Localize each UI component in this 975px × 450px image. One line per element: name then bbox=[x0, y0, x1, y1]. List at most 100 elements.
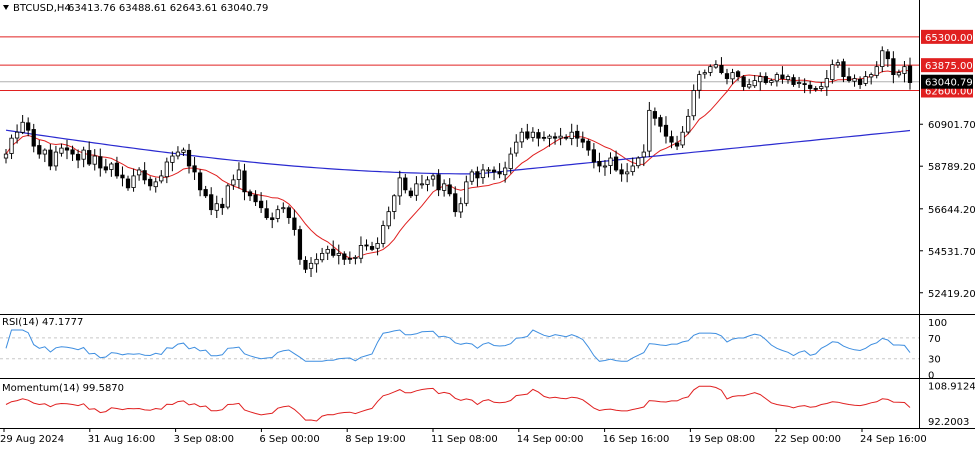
candle bbox=[436, 169, 441, 197]
candle-body bbox=[647, 109, 652, 152]
candle-body bbox=[869, 74, 874, 78]
symbol-label: BTCUSD,H4 bbox=[13, 3, 71, 14]
candle bbox=[209, 187, 214, 216]
candle-body bbox=[320, 252, 325, 261]
candle-body bbox=[70, 149, 75, 155]
candle bbox=[192, 156, 197, 180]
time-tick-label: 22 Sep 00:00 bbox=[774, 434, 841, 445]
candle bbox=[331, 240, 336, 258]
candle-body bbox=[286, 207, 291, 219]
candle bbox=[547, 134, 552, 147]
candle-body bbox=[369, 246, 375, 250]
candle bbox=[75, 149, 81, 169]
candle-body bbox=[835, 62, 841, 66]
candle bbox=[780, 66, 785, 84]
candle-body bbox=[170, 155, 175, 163]
candle bbox=[774, 72, 780, 87]
candle-body bbox=[3, 153, 9, 159]
candle-body bbox=[364, 244, 369, 247]
time-tick-label: 24 Sep 16:00 bbox=[860, 434, 927, 445]
candle bbox=[281, 202, 286, 213]
candle bbox=[170, 151, 175, 172]
candle-body bbox=[148, 178, 153, 187]
candle-body bbox=[857, 78, 863, 85]
candle-body bbox=[87, 150, 92, 165]
candle-body bbox=[824, 78, 829, 88]
candle-body bbox=[902, 66, 907, 74]
candle bbox=[109, 162, 114, 177]
candle bbox=[564, 134, 569, 141]
candle-body bbox=[619, 169, 624, 175]
candle bbox=[98, 148, 103, 177]
candle-body bbox=[408, 190, 413, 197]
candle-body bbox=[142, 170, 147, 181]
candle bbox=[808, 81, 813, 94]
time-tick-label: 14 Sep 00:00 bbox=[517, 434, 584, 445]
candle-body bbox=[602, 165, 608, 168]
candle-body bbox=[508, 153, 513, 169]
candle-body bbox=[75, 153, 81, 161]
candle-body bbox=[209, 194, 214, 211]
level-tag-label: 65300.00 bbox=[925, 33, 973, 44]
candle bbox=[869, 72, 874, 85]
candle-body bbox=[442, 183, 447, 191]
candle bbox=[691, 84, 696, 121]
price-tick-label: 54531.70 bbox=[928, 247, 975, 258]
candle-body bbox=[591, 149, 596, 163]
candle-body bbox=[381, 225, 386, 244]
symbol-menu-triangle-icon[interactable] bbox=[3, 5, 9, 10]
candle-body bbox=[469, 171, 474, 182]
candle bbox=[20, 115, 25, 135]
candle bbox=[591, 143, 596, 169]
candle-body bbox=[691, 90, 696, 117]
candle bbox=[469, 169, 474, 185]
candle bbox=[575, 124, 580, 147]
candle bbox=[863, 71, 868, 87]
candle bbox=[891, 51, 896, 84]
candle-body bbox=[503, 167, 508, 176]
candle bbox=[286, 205, 291, 224]
candle-body bbox=[26, 122, 31, 131]
candle-body bbox=[747, 84, 752, 88]
candle bbox=[347, 251, 352, 264]
candle-body bbox=[264, 208, 269, 219]
candle bbox=[741, 75, 746, 91]
candle-body bbox=[719, 64, 724, 74]
candle-body bbox=[852, 78, 857, 82]
candle-body bbox=[203, 189, 208, 197]
candle-body bbox=[297, 229, 303, 260]
candle bbox=[342, 251, 347, 265]
candle-body bbox=[669, 136, 674, 143]
level-tag-label: 63875.00 bbox=[925, 61, 973, 72]
candle-body bbox=[564, 136, 569, 139]
candle-body bbox=[81, 149, 86, 160]
candle-body bbox=[896, 72, 902, 76]
candle-body bbox=[164, 161, 169, 178]
candle bbox=[403, 173, 408, 194]
candle bbox=[320, 247, 325, 263]
candle-body bbox=[808, 84, 813, 89]
candle bbox=[619, 163, 624, 182]
candle bbox=[697, 70, 702, 99]
candle-body bbox=[303, 259, 308, 270]
candle bbox=[497, 163, 502, 179]
candle bbox=[763, 72, 768, 85]
candle-body bbox=[558, 135, 563, 139]
candle-body bbox=[403, 177, 408, 191]
candle-body bbox=[763, 76, 768, 83]
candle bbox=[453, 186, 458, 217]
candle bbox=[907, 57, 913, 90]
candle-body bbox=[874, 66, 879, 76]
candle bbox=[608, 152, 613, 175]
candle-body bbox=[663, 124, 669, 137]
candle bbox=[381, 220, 386, 248]
candle-body bbox=[569, 131, 574, 139]
candle bbox=[53, 145, 59, 171]
candle-body bbox=[358, 245, 364, 259]
candle-body bbox=[386, 211, 391, 227]
candle bbox=[486, 167, 491, 178]
candle-body bbox=[752, 80, 757, 87]
candle-body bbox=[780, 74, 785, 79]
